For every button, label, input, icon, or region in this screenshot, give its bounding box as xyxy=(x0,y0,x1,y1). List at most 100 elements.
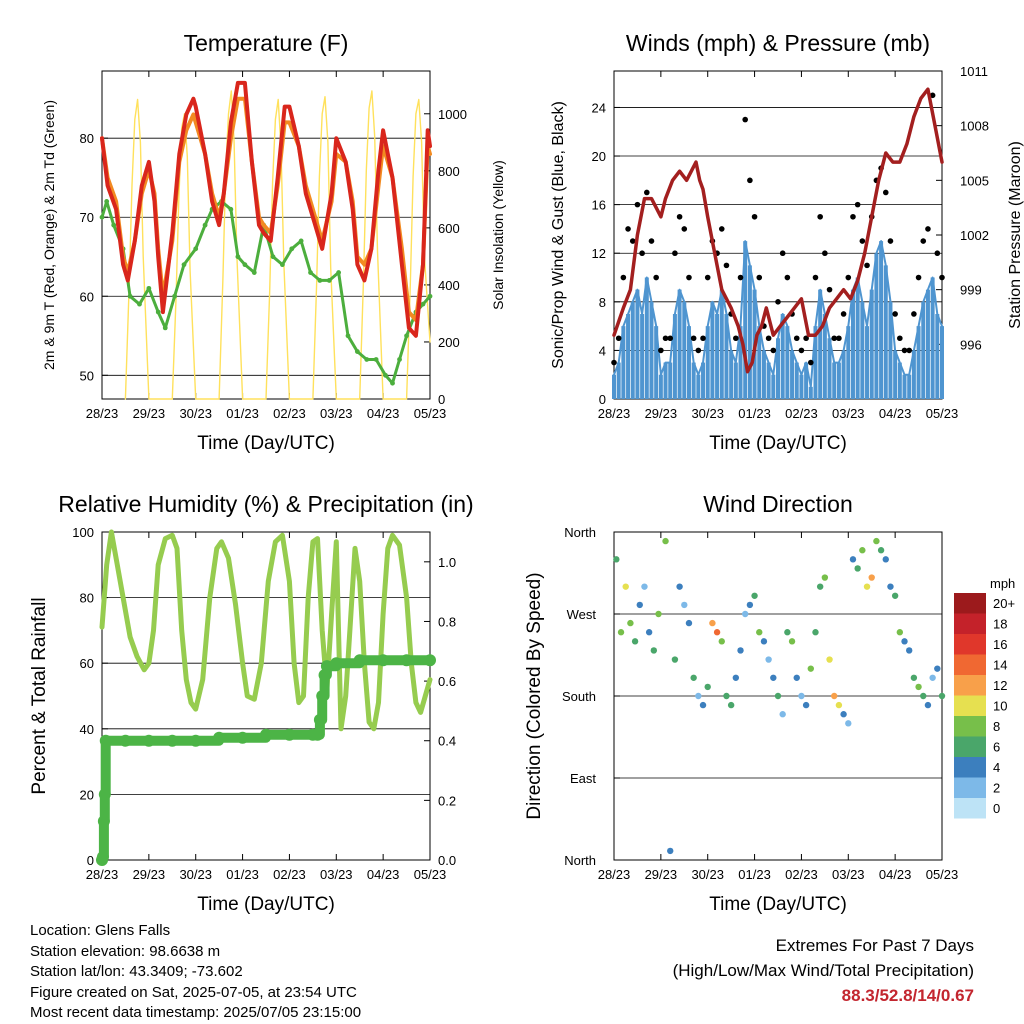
gust-point xyxy=(742,116,748,123)
precip-point xyxy=(236,731,249,744)
y-tick-label: South xyxy=(562,689,596,704)
y-axis-label: 2m & 9m T (Red, Orange) & 2m Td (Green) xyxy=(41,100,57,370)
direction-point xyxy=(891,592,899,599)
x-tick-label: 03/23 xyxy=(832,406,865,421)
plot-frame xyxy=(101,531,431,861)
x-tick-label: 02/23 xyxy=(785,406,818,421)
gust-point xyxy=(808,359,814,366)
temperature-panel: Temperature (F) 28/23 29/23 30/23 01/23 02/23… xyxy=(41,30,506,454)
y2-tick-label: 1005 xyxy=(960,173,989,188)
legend-label: 14 xyxy=(993,658,1007,673)
x-tick-label: 05/23 xyxy=(926,867,959,882)
legend-swatch xyxy=(954,675,986,696)
gust-point xyxy=(686,274,692,281)
gust-point xyxy=(798,347,805,354)
x-tick-label: 29/23 xyxy=(645,867,678,882)
direction-point xyxy=(746,601,754,609)
x-tick-label: 29/23 xyxy=(133,867,166,882)
y-tick-label: 0 xyxy=(599,392,606,407)
dewpoint-point xyxy=(99,214,105,220)
gust-point xyxy=(648,238,655,244)
direction-point xyxy=(859,547,866,554)
gust-point xyxy=(822,250,828,257)
gust-point xyxy=(892,311,898,317)
direction-point xyxy=(650,647,658,654)
gust-point xyxy=(915,274,922,281)
direction-point xyxy=(779,711,786,718)
humidity-precip-panel: Relative Humidity (%) & Precipitation (i… xyxy=(29,491,474,915)
gust-point xyxy=(704,274,711,281)
y2-tick-label: 1002 xyxy=(960,228,989,243)
y2-tick-label: 1008 xyxy=(960,119,989,134)
direction-point xyxy=(788,638,796,645)
direction-point xyxy=(723,692,730,700)
dewpoint-point xyxy=(193,246,199,252)
direction-point xyxy=(727,701,735,709)
gust-point xyxy=(747,177,753,184)
legend-label: 18 xyxy=(993,617,1007,632)
direction-point xyxy=(645,629,653,636)
dewpoint-point xyxy=(228,206,234,212)
dewpoint-point xyxy=(235,254,241,260)
legend-swatch xyxy=(954,777,986,798)
direction-point xyxy=(695,692,702,700)
x-tick-label: 01/23 xyxy=(738,406,771,421)
chart-title: Wind Direction xyxy=(703,491,853,517)
direction-point xyxy=(920,692,927,700)
latlon-text: Station lat/lon: 43.3409; -73.602 xyxy=(30,963,243,980)
precip-point xyxy=(98,788,111,801)
precip-point xyxy=(96,851,109,864)
direction-point xyxy=(793,674,800,681)
y-tick-label: 12 xyxy=(592,246,606,261)
direction-point xyxy=(681,601,688,609)
precip-point xyxy=(377,654,390,667)
dewpoint-point xyxy=(427,293,433,299)
gust-point xyxy=(845,274,852,281)
gust-point xyxy=(620,274,627,281)
x-tick-label: 04/23 xyxy=(879,867,912,882)
legend-swatch xyxy=(954,716,986,737)
gust-point xyxy=(681,226,688,232)
gust-point xyxy=(906,347,912,354)
direction-point xyxy=(617,629,625,636)
station-metadata: Location: Glens Falls Station elevation:… xyxy=(30,921,361,1024)
gust-point xyxy=(887,238,894,244)
direction-point xyxy=(845,720,852,727)
x-tick-label: 01/23 xyxy=(226,406,259,421)
y-axis-label: Percent & Total Rainfall xyxy=(29,597,50,794)
gust-point xyxy=(700,335,706,342)
gust-point xyxy=(723,262,730,269)
y2-tick-label: 1011 xyxy=(960,64,988,79)
dewpoint-point xyxy=(404,333,409,339)
x-tick-label: 02/23 xyxy=(273,867,306,882)
direction-point xyxy=(910,674,918,681)
gust-point xyxy=(934,250,941,257)
dewpoint-point xyxy=(383,372,388,378)
legend-label: 6 xyxy=(993,740,1000,755)
direction-point xyxy=(887,583,894,590)
y-tick-label: 4 xyxy=(599,343,606,358)
gust-point xyxy=(897,335,903,342)
y-tick-label: 20 xyxy=(80,787,94,802)
y2-tick-label: 996 xyxy=(960,337,982,352)
direction-point xyxy=(896,629,904,636)
direction-point xyxy=(667,847,674,855)
y2-tick-label: 0.8 xyxy=(438,614,456,629)
x-axis-label: Time (Day/UTC) xyxy=(197,894,335,915)
direction-point xyxy=(906,647,913,654)
direction-point xyxy=(631,638,639,645)
gust-point xyxy=(939,274,945,281)
direction-point xyxy=(816,583,824,590)
y2-tick-label: 999 xyxy=(960,283,982,298)
direction-point xyxy=(938,692,946,700)
direction-point xyxy=(641,583,648,590)
y-tick-label: 8 xyxy=(599,295,606,310)
created-text: Figure created on Sat, 2025-07-05, at 23… xyxy=(30,983,357,1001)
dewpoint-point xyxy=(298,238,304,244)
dewpoint-point xyxy=(202,222,208,228)
precip-point xyxy=(166,734,179,747)
direction-point xyxy=(709,619,716,627)
direction-point xyxy=(924,701,932,709)
y-tick-label: 60 xyxy=(80,289,94,304)
y2-tick-label: 800 xyxy=(438,164,460,179)
